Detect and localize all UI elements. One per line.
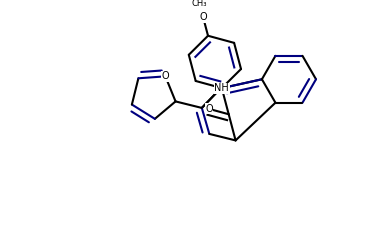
Text: NH: NH [214,83,229,93]
Text: O: O [162,71,169,81]
Text: O: O [196,0,203,8]
Text: O: O [205,104,213,114]
Text: O: O [200,12,207,22]
Text: N: N [217,83,224,93]
Text: CH₃: CH₃ [192,0,207,8]
